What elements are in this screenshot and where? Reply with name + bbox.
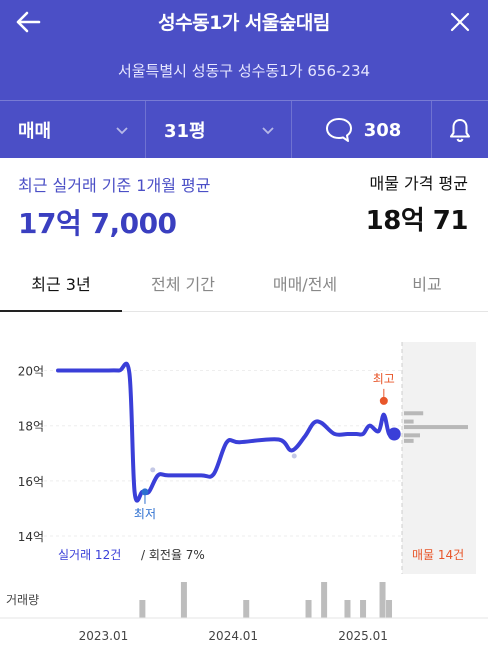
address: 서울특별시 성동구 성수동1가 656-234: [117, 62, 371, 80]
volume-label: 거래량: [6, 593, 39, 607]
comments-button[interactable]: 308: [292, 101, 432, 159]
trade-count-label: 실거래 12건: [58, 548, 121, 562]
volume-bar: [180, 582, 187, 618]
listing-price-value: 18억 71: [365, 206, 469, 236]
volume-bar: [360, 600, 367, 618]
listing-price-label: 매물 가격 평균: [369, 174, 469, 193]
y-tick-label: 18억: [18, 420, 44, 434]
x-tick-label: 2025.01: [338, 629, 388, 643]
volume-bar: [386, 600, 393, 618]
speech-bubble-icon: [325, 118, 352, 142]
price-line: [56, 361, 397, 503]
x-tick-label: 2024.01: [208, 629, 258, 643]
high-marker: [379, 396, 388, 405]
recent-price-label: 최근 실거래 기준 1개월 평균: [18, 176, 211, 195]
tab-compare[interactable]: 비교: [412, 274, 442, 294]
recent-price-value: 17억 7,000: [18, 207, 177, 240]
listing-hist-bar: [404, 425, 468, 430]
alarm-button[interactable]: [432, 101, 488, 159]
y-tick-label: 20억: [18, 365, 44, 379]
listing-hist-bar: [404, 438, 414, 443]
volume-bar: [321, 582, 328, 618]
volume-bar: [139, 600, 146, 618]
tab-trade-lease[interactable]: 매매/전세: [272, 274, 338, 294]
turnover-label: / 회전율 7%: [141, 548, 205, 562]
high-label: 최고: [373, 372, 395, 386]
comment-count: 308: [363, 119, 402, 141]
trade-type-select[interactable]: 매매: [0, 101, 146, 159]
trade-point: [150, 467, 156, 473]
listing-hist-bar: [404, 419, 414, 424]
y-tick-label: 16억: [18, 475, 44, 489]
price-summary: 최근 실거래 기준 1개월 평균 17억 7,000 매물 가격 평균 18억 …: [0, 158, 488, 254]
x-tick-label: 2023.01: [79, 629, 129, 643]
chevron-down-icon: [262, 127, 274, 135]
filter-bar: 매매 31평 308: [0, 100, 488, 159]
volume-bar: [305, 600, 312, 618]
page-title: 성수동1가 서울숲대림: [158, 12, 330, 34]
listing-hist-bar: [404, 411, 424, 416]
header: 성수동1가 서울숲대림 서울특별시 성동구 성수동1가 656-234 매매 3…: [0, 0, 488, 159]
top-bar: 성수동1가 서울숲대림: [0, 0, 488, 44]
trade-point: [291, 453, 297, 459]
listing-area: [402, 342, 476, 574]
current-price-marker: [387, 427, 401, 441]
arrow-left-icon: [16, 11, 41, 33]
volume-bar: [344, 600, 351, 618]
size-select[interactable]: 31평: [146, 101, 292, 159]
volume-bar: [243, 600, 250, 618]
volume-bar: [379, 582, 386, 618]
trade-type-value: 매매: [18, 121, 52, 142]
close-icon: [450, 12, 470, 32]
period-tabs: 최근 3년 전체 기간 매매/전세 비교: [0, 254, 488, 312]
tab-all-period[interactable]: 전체 기간: [151, 274, 215, 294]
listing-hist-bar: [404, 433, 420, 438]
y-tick-label: 14억: [18, 530, 44, 544]
chevron-down-icon: [116, 127, 128, 135]
size-value: 31평: [164, 121, 206, 142]
tab-recent-3y[interactable]: 최근 3년: [0, 254, 122, 312]
close-button[interactable]: [444, 6, 476, 38]
bell-icon: [450, 119, 470, 142]
listing-count-label: 매물 14건: [412, 548, 464, 562]
back-button[interactable]: [12, 6, 44, 38]
low-label: 최저: [134, 507, 156, 521]
